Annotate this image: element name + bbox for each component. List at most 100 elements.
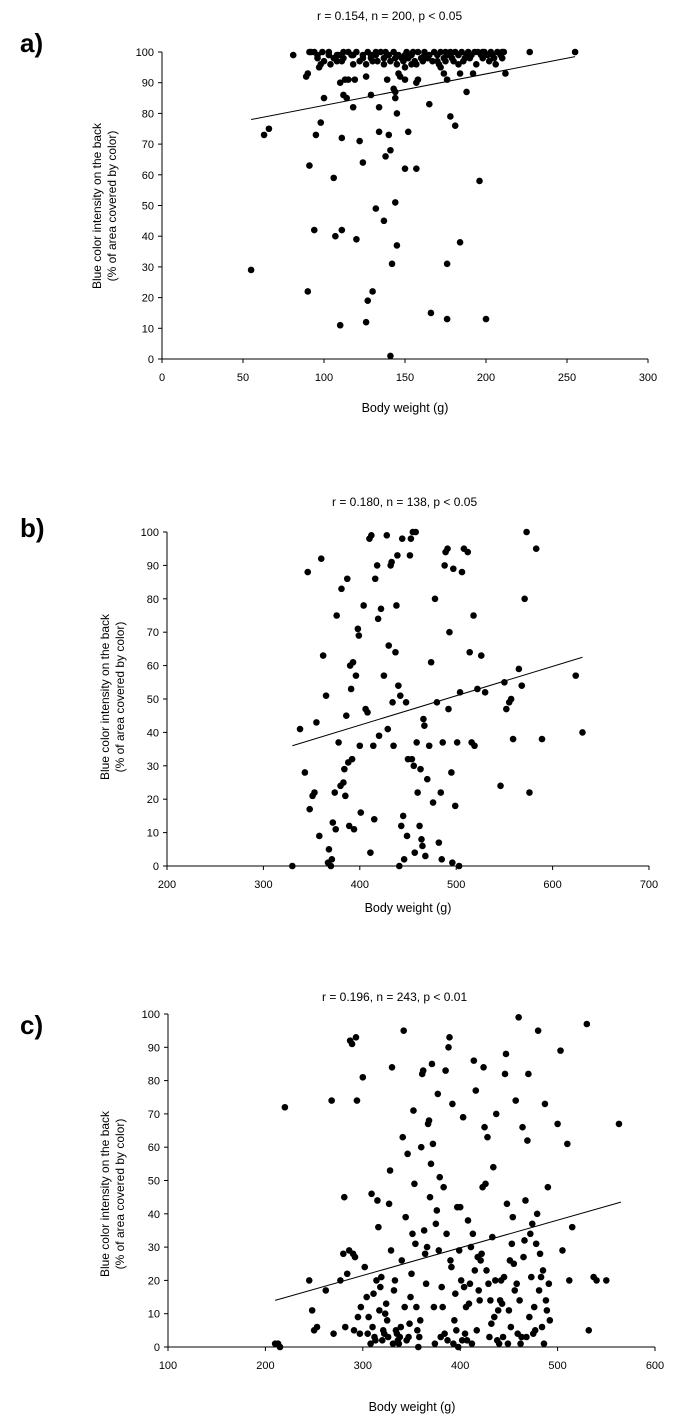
data-point xyxy=(495,1340,503,1347)
data-point xyxy=(413,1303,420,1311)
data-point xyxy=(435,839,443,846)
data-point xyxy=(367,54,375,62)
data-point xyxy=(484,1133,491,1141)
data-point xyxy=(477,652,485,659)
data-point xyxy=(460,57,467,65)
data-point xyxy=(454,1343,462,1351)
data-point xyxy=(444,1337,451,1344)
data-point xyxy=(367,1340,374,1347)
data-point xyxy=(525,1070,532,1078)
data-point xyxy=(438,1283,445,1291)
data-point xyxy=(441,562,448,569)
data-point xyxy=(475,1287,483,1294)
data-point xyxy=(509,735,517,743)
data-point xyxy=(523,1333,530,1341)
data-point xyxy=(445,705,452,713)
data-point xyxy=(410,762,418,770)
data-point xyxy=(439,739,447,746)
data-point xyxy=(329,819,337,826)
data-point xyxy=(448,1263,455,1271)
data-point xyxy=(522,1197,529,1204)
data-point xyxy=(340,54,347,62)
x-tick-label: 0 xyxy=(159,372,165,384)
x-tick-label: 100 xyxy=(159,1360,177,1372)
data-point xyxy=(482,1180,489,1188)
data-point xyxy=(485,57,493,65)
data-point xyxy=(289,51,297,59)
data-point xyxy=(419,1067,427,1074)
y-tick-label: 100 xyxy=(136,47,154,59)
data-point xyxy=(425,742,433,750)
data-point xyxy=(356,137,363,145)
data-point xyxy=(337,1277,344,1284)
data-point xyxy=(333,612,340,619)
data-point xyxy=(406,1320,413,1327)
data-point xyxy=(444,545,451,552)
data-point xyxy=(370,1290,377,1298)
data-point xyxy=(312,131,320,139)
data-point xyxy=(336,321,344,329)
y-tick-label: 70 xyxy=(147,627,159,639)
data-point xyxy=(401,165,409,172)
chart-panel-c: c) r = 0.196, n = 243, p < 0.01 Blue col… xyxy=(0,950,700,1421)
data-point xyxy=(389,1340,397,1347)
data-point xyxy=(451,122,459,129)
x-tick-label: 200 xyxy=(158,879,176,891)
data-point xyxy=(492,1110,500,1118)
data-point xyxy=(471,742,478,750)
data-point xyxy=(510,1260,518,1268)
data-point xyxy=(404,1150,411,1158)
data-point xyxy=(325,846,333,853)
x-tick-label: 600 xyxy=(543,879,561,891)
data-point xyxy=(415,1343,422,1351)
panel-label: a) xyxy=(20,28,44,58)
data-point xyxy=(400,57,407,65)
data-point xyxy=(380,672,388,679)
data-point xyxy=(331,789,339,796)
chart-panel-b: b) r = 0.180, n = 138, p < 0.05 Blue col… xyxy=(0,480,700,950)
y-tick-label: 60 xyxy=(148,1142,160,1154)
data-point xyxy=(340,48,347,56)
data-point xyxy=(388,260,396,268)
data-point xyxy=(479,48,487,56)
data-point xyxy=(585,1327,593,1334)
chart-title: r = 0.154, n = 200, p < 0.05 xyxy=(317,9,463,23)
data-point xyxy=(503,1200,511,1208)
data-point xyxy=(554,1120,561,1128)
data-point xyxy=(421,722,428,730)
data-point xyxy=(527,1230,534,1238)
data-point xyxy=(407,535,415,542)
data-point xyxy=(452,1290,459,1298)
data-point xyxy=(476,177,483,185)
data-point xyxy=(442,48,449,56)
data-point xyxy=(541,1100,549,1108)
data-point xyxy=(305,1277,313,1284)
x-tick-label: 500 xyxy=(548,1360,566,1372)
data-point xyxy=(508,1240,516,1248)
data-point xyxy=(465,1300,473,1308)
data-point xyxy=(528,1273,535,1281)
data-point xyxy=(502,1050,510,1058)
data-point xyxy=(433,699,441,706)
x-tick-label: 100 xyxy=(315,372,333,384)
data-point xyxy=(425,1117,433,1124)
data-point xyxy=(388,558,395,566)
data-point xyxy=(400,1027,408,1034)
data-point xyxy=(443,315,451,323)
data-point xyxy=(391,199,399,206)
data-point xyxy=(443,260,451,268)
data-point xyxy=(313,1323,321,1331)
data-point xyxy=(448,769,455,776)
data-point xyxy=(316,832,323,840)
data-point xyxy=(336,79,344,86)
data-point xyxy=(364,709,371,716)
data-point xyxy=(356,1330,364,1337)
data-point xyxy=(433,1207,441,1214)
data-point xyxy=(413,165,420,172)
data-point xyxy=(418,835,425,843)
y-tick-label: 40 xyxy=(147,727,159,739)
data-point xyxy=(471,1267,479,1274)
data-point xyxy=(330,1330,337,1337)
data-point xyxy=(545,1280,553,1288)
chart-title: r = 0.180, n = 138, p < 0.05 xyxy=(332,495,478,509)
